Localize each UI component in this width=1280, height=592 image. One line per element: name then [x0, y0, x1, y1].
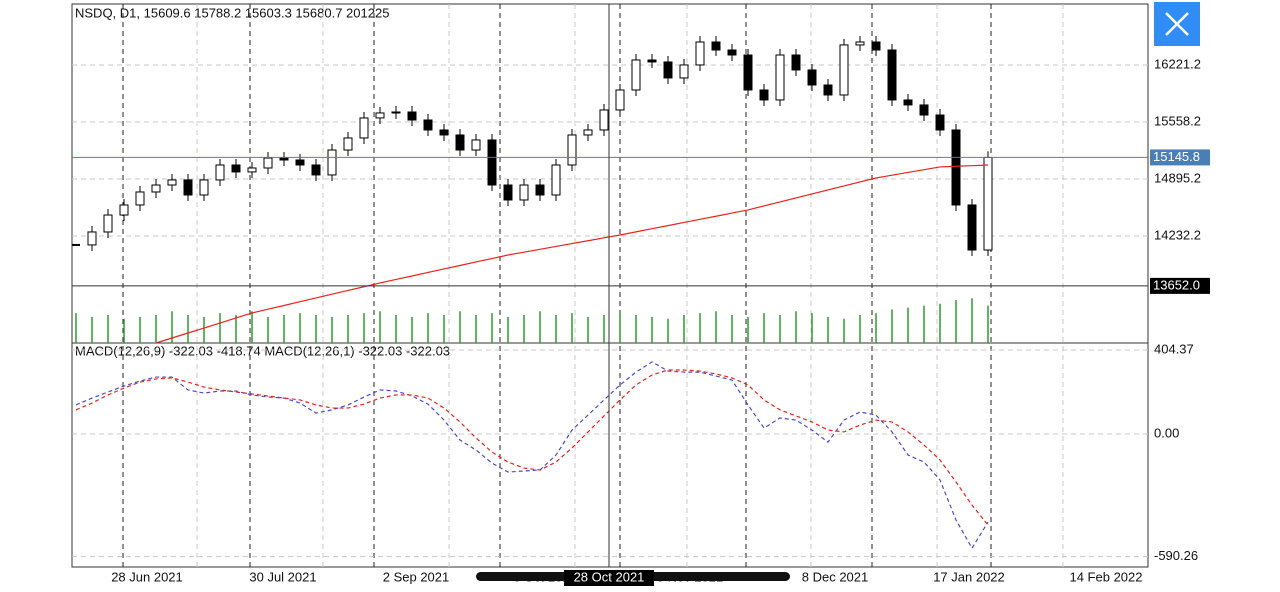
- candle: [183, 179, 193, 196]
- candle: [119, 204, 129, 216]
- candle: [775, 54, 785, 101]
- candle: [759, 89, 769, 101]
- crosshair-price-label: 13652.0: [1153, 277, 1200, 292]
- crosshair-price-box: [1150, 277, 1210, 294]
- macd-tick-label: -590.26: [1154, 548, 1198, 563]
- candle: [855, 41, 865, 46]
- candle: [199, 179, 209, 196]
- candle: [839, 44, 849, 96]
- candle: [519, 184, 529, 201]
- candle: [903, 99, 913, 106]
- macd-line: [75, 369, 989, 526]
- candle: [551, 164, 561, 196]
- candle: [887, 49, 897, 101]
- candle: [87, 231, 97, 246]
- candle: [151, 184, 161, 193]
- current-price-label: 15145.8: [1153, 149, 1200, 164]
- crosshair-date-label: 28 Oct 2021: [574, 569, 645, 584]
- candle: [439, 129, 449, 136]
- candle: [391, 111, 401, 114]
- candle: [215, 164, 225, 181]
- candle: [615, 89, 625, 111]
- candle: [647, 59, 657, 63]
- candle: [263, 157, 273, 169]
- candle: [983, 156, 993, 251]
- candle: [599, 109, 609, 131]
- candle: [967, 204, 977, 251]
- y-tick-label: 14895.2: [1154, 170, 1201, 185]
- candle: [583, 129, 593, 136]
- candle: [663, 61, 673, 79]
- candle: [631, 59, 641, 91]
- candle: [295, 159, 305, 166]
- candle: [423, 119, 433, 131]
- candle: [247, 167, 257, 173]
- candle: [471, 139, 481, 151]
- candle: [679, 64, 689, 79]
- x-tick-label: 30 Jul 2021: [249, 569, 316, 584]
- candle: [935, 114, 945, 131]
- x-tick-label: 17 Jan 2022: [933, 569, 1005, 584]
- candle: [231, 164, 241, 173]
- candle: [743, 54, 753, 91]
- macd-tick-label: 404.37: [1154, 341, 1194, 356]
- candle: [72, 243, 80, 246]
- close-icon[interactable]: [1165, 12, 1189, 36]
- candle: [823, 84, 833, 96]
- candle: [135, 191, 145, 206]
- candle: [279, 157, 289, 161]
- candle: [807, 69, 817, 86]
- macd-label: MACD(12,26,9) -322.03 -418.74 MACD(12,26…: [75, 343, 450, 358]
- x-tick-label: 28 Jun 2021: [111, 569, 183, 584]
- crosshair-date-box: [564, 570, 654, 586]
- macd-line: [75, 361, 989, 550]
- candle: [455, 134, 465, 151]
- macd-tick-label: 0.00: [1154, 425, 1179, 440]
- candle: [871, 41, 881, 51]
- y-tick-label: 15558.2: [1154, 113, 1201, 128]
- candle: [311, 164, 321, 176]
- candle: [359, 117, 369, 139]
- candle: [727, 49, 737, 56]
- candle: [327, 149, 337, 176]
- x-tick-label: 8 Dec 2021: [802, 569, 869, 584]
- moving-average: [155, 164, 989, 344]
- y-tick-label: 14232.2: [1154, 227, 1201, 242]
- candle: [487, 139, 497, 186]
- candle: [503, 184, 513, 201]
- candle: [711, 41, 721, 51]
- x-tick-label: 2 Sep 2021: [383, 569, 450, 584]
- candle: [535, 184, 545, 196]
- chart-title: NSDQ, D1, 15609.6 15788.2 15603.3 15680.…: [75, 5, 389, 20]
- current-price-box: [1150, 149, 1210, 166]
- candle: [407, 111, 417, 121]
- candle: [343, 137, 353, 151]
- candle: [375, 112, 385, 119]
- candle: [951, 129, 961, 206]
- y-tick-label: 16221.2: [1154, 56, 1201, 71]
- candle: [919, 104, 929, 116]
- x-tick-label: 14 Feb 2022: [1069, 569, 1142, 584]
- candle: [103, 214, 113, 233]
- candle: [791, 54, 801, 71]
- candle: [167, 179, 177, 186]
- candle: [695, 41, 705, 66]
- candle: [567, 134, 577, 166]
